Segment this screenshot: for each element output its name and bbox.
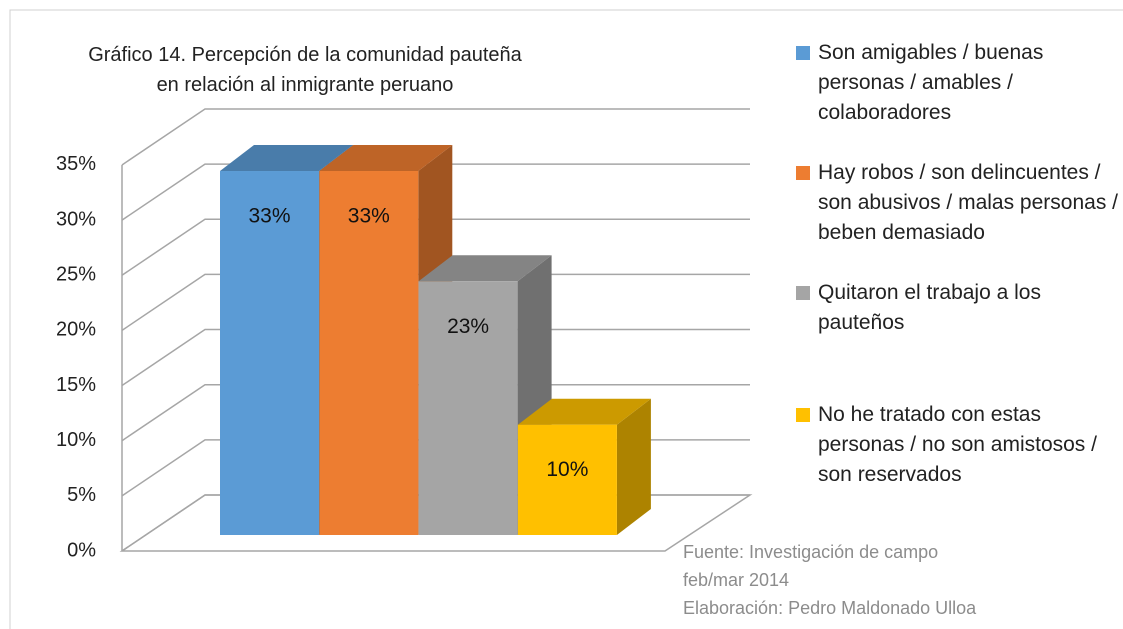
legend-item: No he tratado con estas personas / no so… xyxy=(796,400,1123,490)
legend-swatch xyxy=(796,166,810,180)
bar-top xyxy=(418,255,552,282)
grid-line xyxy=(121,108,750,166)
y-tick-label: 20% xyxy=(56,319,96,341)
chart-border xyxy=(9,9,1123,629)
legend-label: Quitaron el trabajo a los pauteños xyxy=(818,281,1041,334)
source-note: Elaboración: Pedro Maldonado Ulloa xyxy=(683,598,977,618)
chart-title: Gráfico 14. Percepción de la comunidad p… xyxy=(88,44,522,96)
grid-line xyxy=(121,163,750,221)
legend-item: Quitaron el trabajo a los pauteños xyxy=(796,278,1123,338)
grid-line xyxy=(121,273,750,332)
bar-top xyxy=(517,398,651,425)
legend-item: Hay robos / son delincuentes / son abusi… xyxy=(796,158,1123,248)
grid-line xyxy=(121,328,750,387)
source-note: feb/mar 2014 xyxy=(683,570,790,590)
data-label: 33% xyxy=(248,205,290,228)
bar xyxy=(220,171,319,535)
bar-side xyxy=(616,398,651,535)
bar-top xyxy=(319,145,453,172)
y-tick-label: 35% xyxy=(56,153,96,175)
legend-swatch xyxy=(796,286,810,300)
grid-line xyxy=(121,218,750,276)
y-tick-label: 15% xyxy=(56,374,96,396)
y-tick-label: 30% xyxy=(56,208,96,230)
source-note: Fuente: Investigación de campo xyxy=(683,542,939,562)
bar xyxy=(517,424,617,535)
legend-label: No he tratado con estas personas / no so… xyxy=(818,403,1097,486)
y-tick-label: 25% xyxy=(56,264,96,286)
data-label: 33% xyxy=(348,205,390,228)
legend-swatch xyxy=(796,408,810,422)
y-tick-label: 10% xyxy=(56,429,96,451)
legend-item: Son amigables / buenas personas / amable… xyxy=(796,38,1123,128)
bar xyxy=(418,281,518,535)
grid-line xyxy=(121,383,750,442)
legend-label: Son amigables / buenas personas / amable… xyxy=(818,41,1044,124)
bar xyxy=(319,171,419,535)
y-tick-label: 0% xyxy=(67,539,96,561)
data-label: 10% xyxy=(546,458,588,481)
bar-top xyxy=(220,145,353,172)
legend-label: Hay robos / son delincuentes / son abusi… xyxy=(818,161,1118,244)
legend-swatch xyxy=(796,46,810,60)
data-label: 23% xyxy=(447,315,489,338)
y-tick-label: 5% xyxy=(67,484,96,506)
